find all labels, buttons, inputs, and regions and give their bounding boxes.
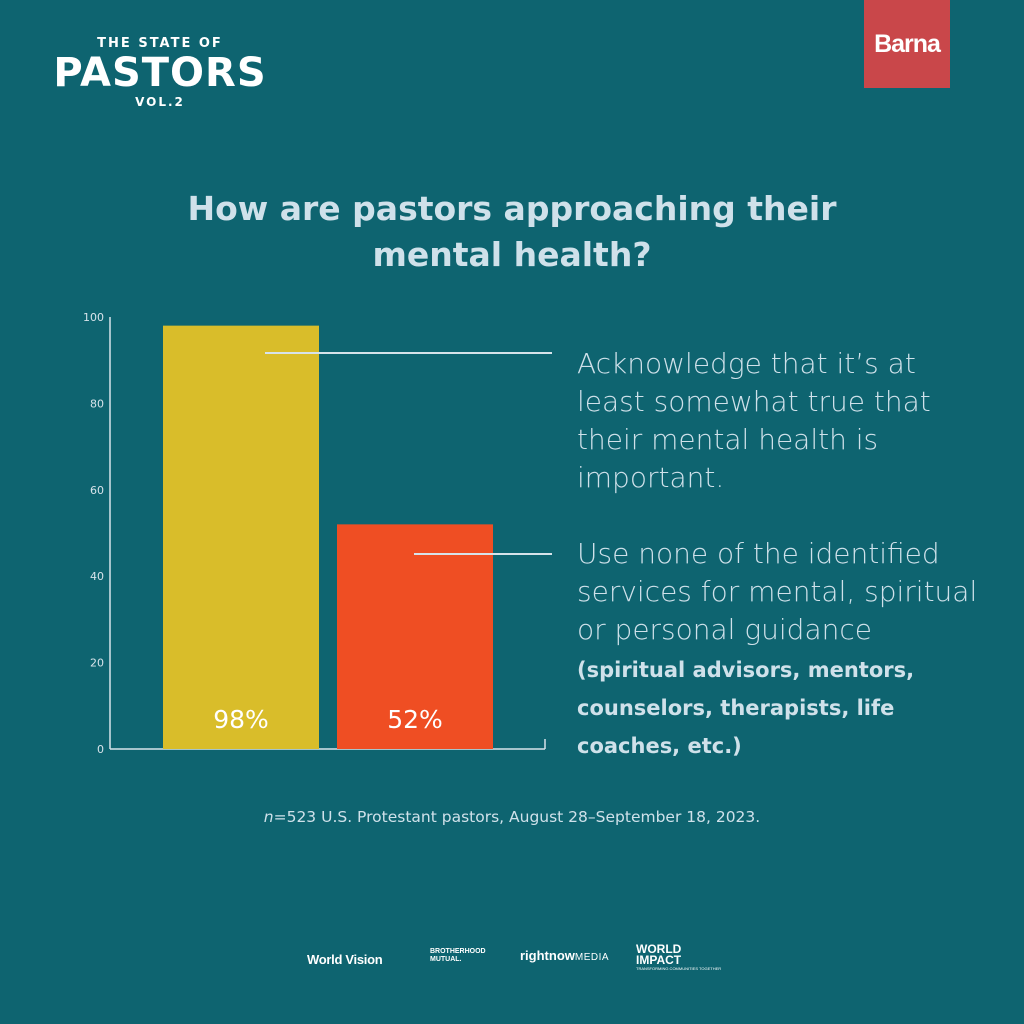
- world-vision-logo: World Vision: [307, 952, 383, 967]
- world-impact-tagline: TRANSFORMING COMMUNITIES TOGETHER: [636, 966, 722, 971]
- logo-main-text: PASTORS: [53, 50, 267, 96]
- bar-data-label: 98%: [213, 705, 269, 734]
- sponsor-logos: World Vision BROTHERHOOD MUTUAL. rightno…: [0, 938, 1024, 978]
- y-tick-label: 60: [90, 484, 104, 497]
- y-tick-label: 20: [90, 657, 104, 670]
- barna-badge: Barna: [864, 0, 950, 88]
- chart-title: How are pastors approaching their mental…: [187, 189, 837, 274]
- y-tick-label: 80: [90, 397, 104, 410]
- bar: [337, 524, 493, 749]
- bar-data-label: 52%: [387, 705, 443, 734]
- media-text: MEDIA: [574, 952, 610, 963]
- y-tick-label: 0: [97, 743, 104, 756]
- annotation-first-text: Acknowledge that it’s at least somewhat …: [577, 347, 931, 494]
- logo-state-of-pastors: THE STATE OF PASTORS VOL.2: [50, 36, 270, 109]
- brotherhood-mutual-logo: BROTHERHOOD MUTUAL.: [430, 948, 486, 964]
- world-impact-logo: WORLD IMPACT TRANSFORMING COMMUNITIES TO…: [636, 942, 722, 972]
- rightnow-media-logo: rightnowMEDIA: [520, 948, 609, 963]
- sample-n-label: n: [263, 808, 274, 826]
- rightnow-text: rightnow: [520, 948, 575, 963]
- y-tick-label: 100: [83, 311, 104, 324]
- brotherhood-text: BROTHERHOOD: [430, 948, 486, 955]
- world-vision-text: World Vision: [307, 952, 383, 967]
- sample-note: n=523 U.S. Protestant pastors, August 28…: [0, 808, 1024, 826]
- sample-note-text: =523 U.S. Protestant pastors, August 28–…: [273, 808, 761, 826]
- world-text: WORLD: [636, 942, 682, 956]
- y-tick-label: 40: [90, 570, 104, 583]
- impact-text: IMPACT: [636, 953, 682, 967]
- mutual-text: MUTUAL.: [430, 956, 462, 963]
- annotation-second-paren: (spiritual advisors, mentors, counselors…: [577, 658, 915, 758]
- annotation-second-text: Use none of the identified services for …: [577, 537, 978, 646]
- annotation-first: Acknowledge that it’s at least somewhat …: [577, 345, 987, 497]
- annotation-second: Use none of the identified services for …: [577, 535, 987, 763]
- bar: [163, 325, 319, 749]
- logo-top-text: THE STATE OF: [97, 36, 223, 51]
- logo-vol-text: VOL.2: [135, 95, 185, 109]
